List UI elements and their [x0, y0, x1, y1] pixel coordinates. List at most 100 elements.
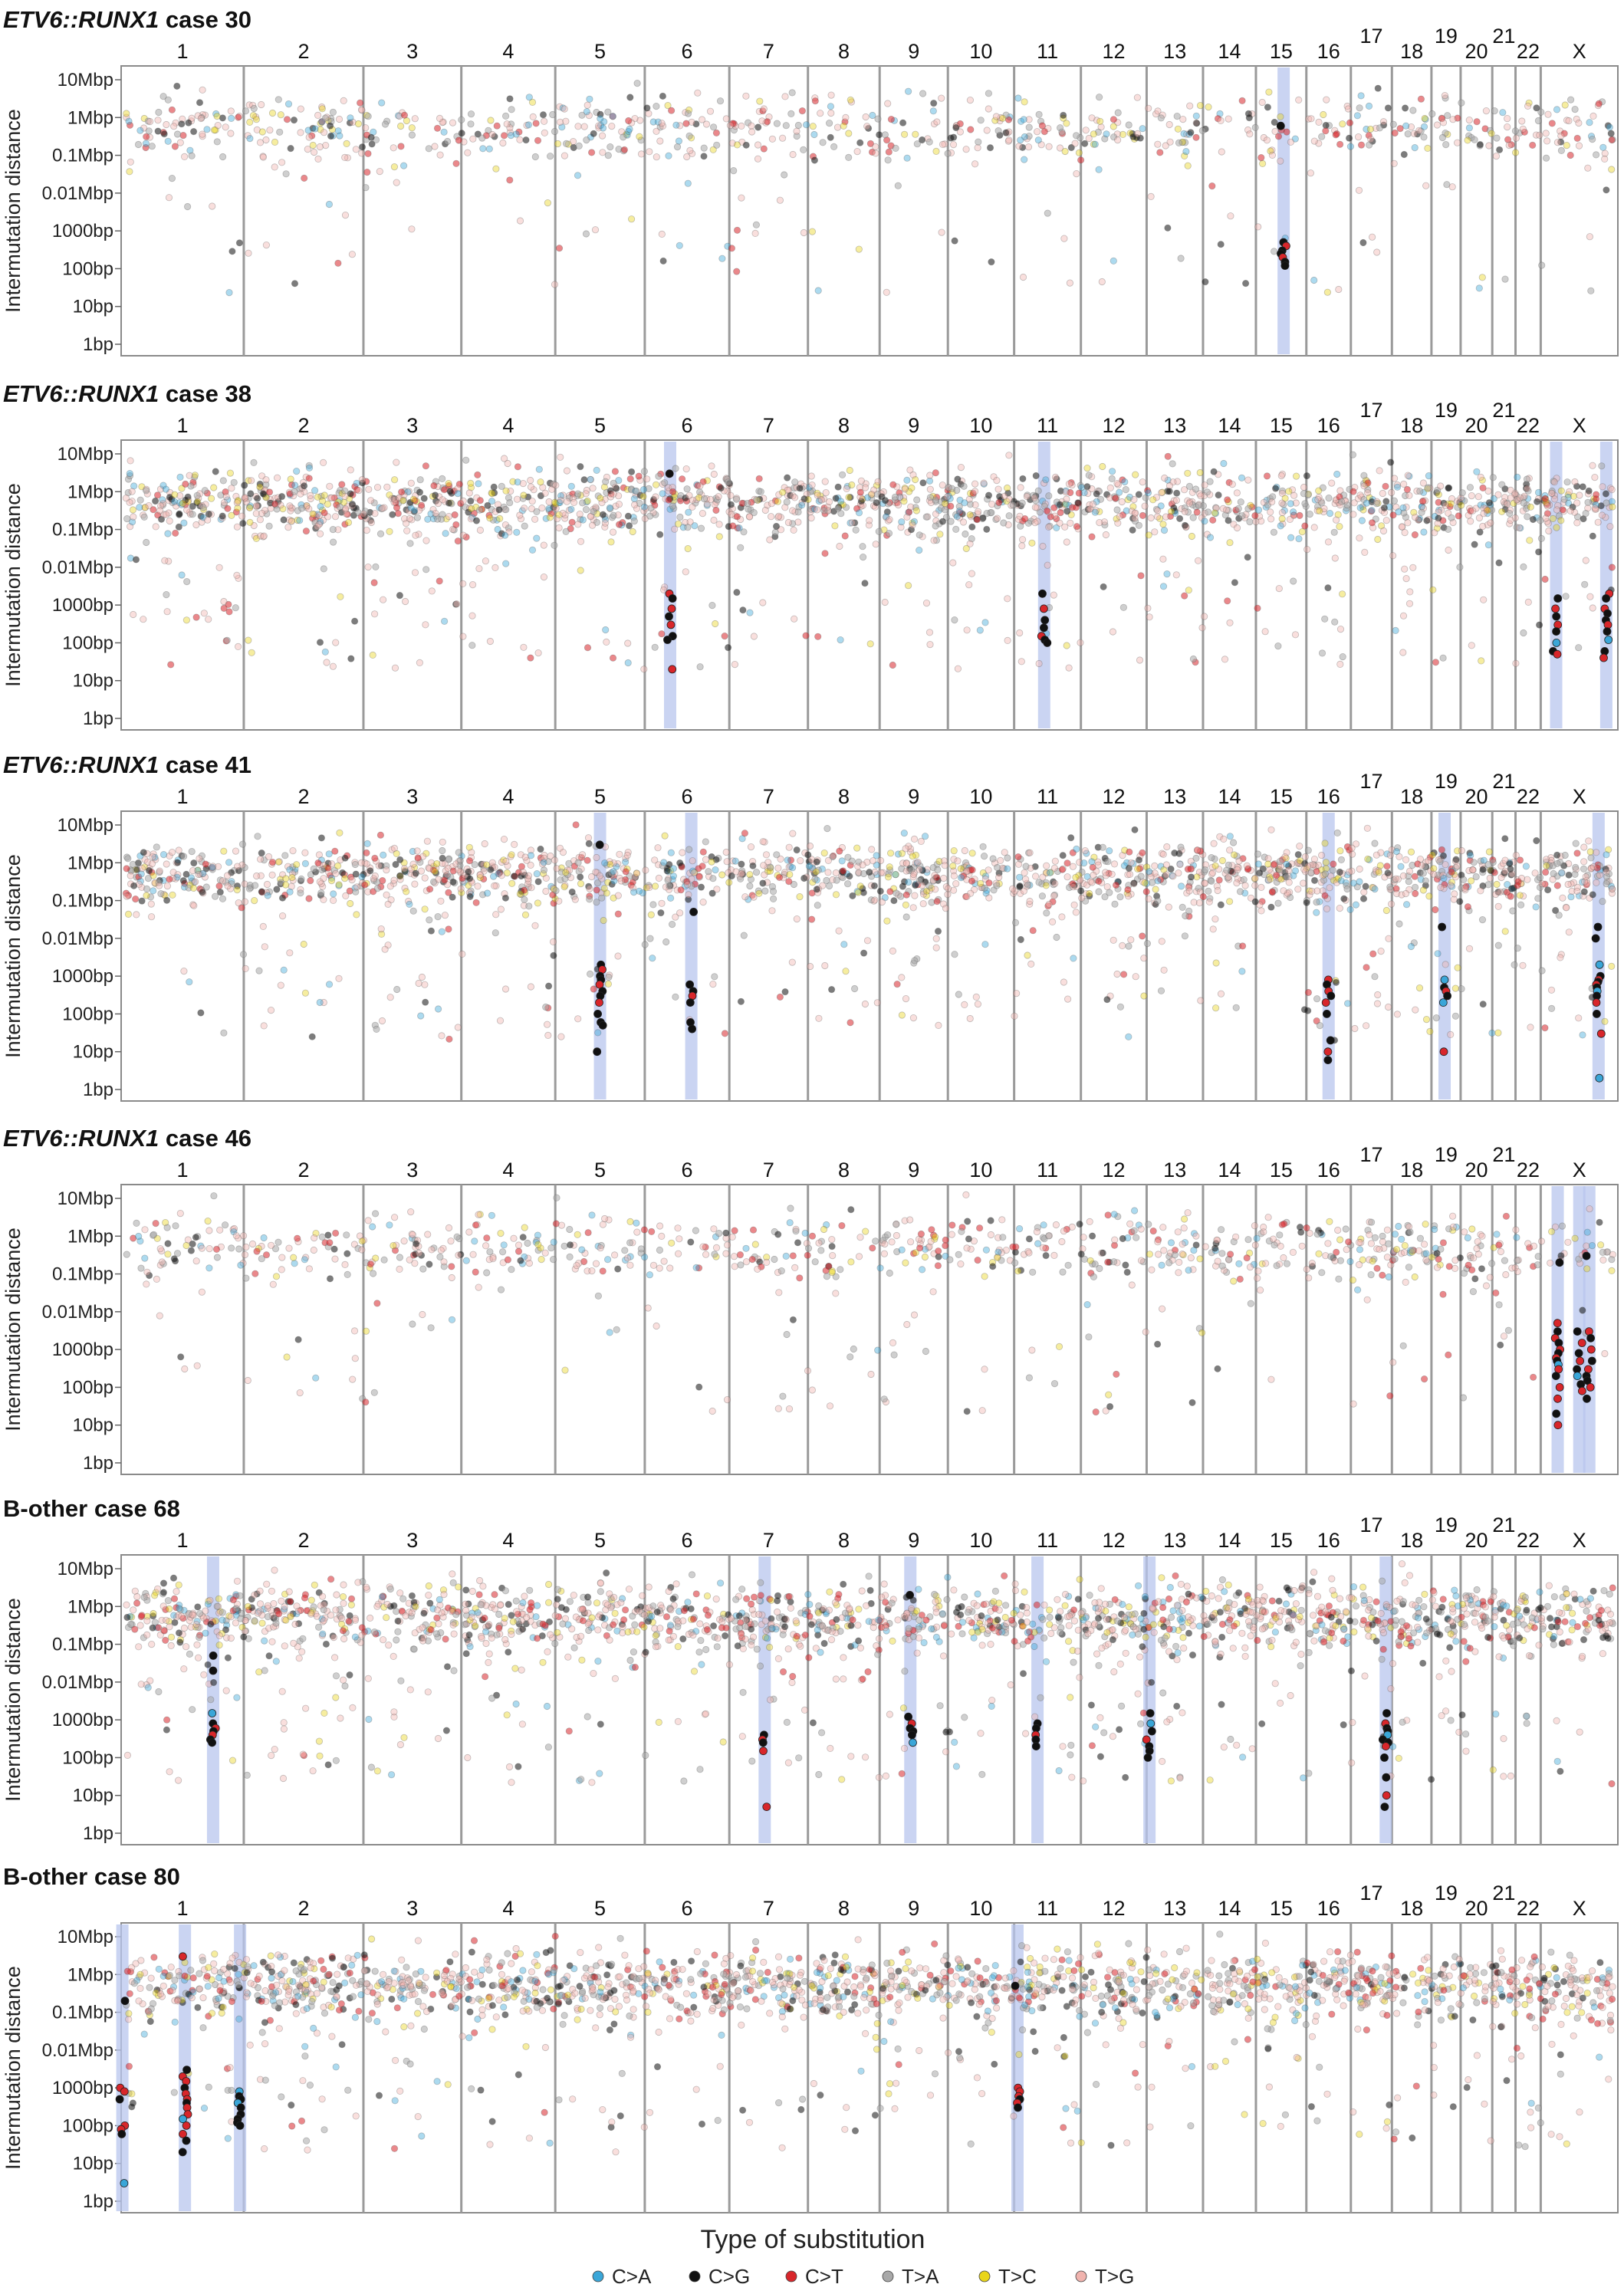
kataegis-point	[1321, 998, 1330, 1007]
mutation-point	[1412, 1006, 1419, 1014]
mutation-point	[1226, 619, 1234, 626]
mutation-point	[1206, 534, 1215, 541]
mutation-point	[728, 245, 736, 252]
mutation-point	[620, 146, 629, 153]
mutation-point	[574, 123, 582, 130]
panel-title-italic: ETV6::RUNX1	[3, 380, 159, 407]
mutation-point	[1493, 880, 1501, 889]
mutation-point	[732, 495, 741, 503]
mutation-point	[1517, 901, 1525, 909]
mutation-point	[235, 899, 242, 907]
mutation-point	[468, 642, 476, 649]
mutation-point	[495, 506, 503, 514]
mutation-point	[740, 932, 748, 939]
mutation-point	[541, 489, 549, 497]
kataegis-point	[666, 620, 676, 629]
mutation-point	[851, 519, 859, 527]
mutation-point	[1139, 478, 1146, 486]
chromosome-label: 1	[176, 785, 188, 808]
mutation-point	[1402, 856, 1410, 864]
mutation-point	[527, 654, 534, 662]
mutation-point	[143, 538, 150, 547]
kataegis-point	[1443, 991, 1451, 1001]
mutation-point	[1050, 504, 1058, 511]
mutation-point	[1416, 488, 1424, 495]
mutation-point	[1304, 988, 1313, 997]
mutation-point	[1277, 876, 1285, 883]
chromosome-label: 10	[969, 785, 992, 808]
y-tick-label: 0.1Mbp	[52, 891, 113, 912]
mutation-point	[467, 497, 475, 505]
mutation-point	[1108, 475, 1116, 483]
mutation-point	[525, 902, 533, 910]
mutation-point	[649, 955, 656, 962]
mutation-point	[935, 1021, 942, 1030]
mutation-point	[1366, 141, 1373, 149]
mutation-point	[1436, 858, 1444, 866]
mutation-point	[540, 541, 547, 549]
mutation-point	[1068, 481, 1076, 489]
mutation-point	[810, 130, 818, 139]
mutation-point	[1110, 116, 1118, 123]
mutation-point	[1575, 1014, 1583, 1022]
mutation-point	[665, 152, 672, 159]
mutation-point	[318, 103, 326, 111]
mutation-point	[492, 165, 500, 173]
mutation-point	[912, 130, 919, 138]
mutation-point	[1412, 513, 1419, 521]
mutation-point	[583, 108, 590, 116]
mutation-point	[659, 257, 667, 265]
mutation-point	[746, 882, 754, 890]
mutation-point	[956, 496, 964, 504]
mutation-point	[831, 522, 839, 530]
mutation-point	[846, 873, 853, 880]
mutation-point	[711, 973, 718, 981]
mutation-point	[1336, 868, 1344, 876]
mutation-point	[196, 855, 203, 863]
mutation-point	[1206, 478, 1214, 485]
mutation-point	[588, 521, 597, 529]
mutation-point	[242, 965, 249, 973]
kataegis-point	[1040, 616, 1050, 625]
y-tick-label: 1Mbp	[67, 107, 113, 128]
mutation-point	[911, 892, 919, 899]
mutation-point	[439, 846, 446, 855]
mutation-point	[268, 871, 276, 879]
mutation-point	[1503, 499, 1511, 508]
mutation-point	[1352, 901, 1360, 909]
mutation-point	[1581, 580, 1589, 588]
mutation-point	[676, 859, 684, 867]
mutation-point	[364, 563, 372, 571]
mutation-point	[1364, 855, 1372, 863]
mutation-point	[1133, 133, 1141, 142]
mutation-point	[1211, 915, 1219, 923]
mutation-point	[1189, 514, 1197, 521]
mutation-point	[1278, 515, 1286, 523]
mutation-point	[212, 468, 219, 475]
mutation-point	[252, 501, 261, 510]
mutation-point	[822, 488, 830, 497]
mutation-point	[1326, 884, 1333, 892]
mutation-point	[521, 522, 528, 530]
mutation-point	[1480, 596, 1488, 603]
chromosome-label: 14	[1218, 414, 1241, 437]
mutation-point	[467, 479, 475, 488]
mutation-point	[1144, 489, 1152, 497]
chromosome-label: 20	[1465, 785, 1488, 808]
mutation-point	[468, 849, 475, 856]
mutation-point	[183, 577, 191, 586]
mutation-point	[211, 892, 219, 900]
mutation-point	[1374, 991, 1382, 999]
mutation-point	[414, 854, 422, 862]
mutation-point	[1263, 472, 1271, 480]
mutation-point	[995, 498, 1003, 507]
mutation-point	[1085, 472, 1093, 479]
mutation-point	[1402, 104, 1409, 112]
mutation-point	[1026, 849, 1034, 856]
mutation-point	[859, 543, 866, 550]
mutation-point	[567, 524, 574, 533]
mutation-point	[889, 481, 897, 488]
mutation-point	[690, 869, 698, 876]
mutation-point	[516, 890, 524, 898]
mutation-point	[947, 518, 955, 525]
